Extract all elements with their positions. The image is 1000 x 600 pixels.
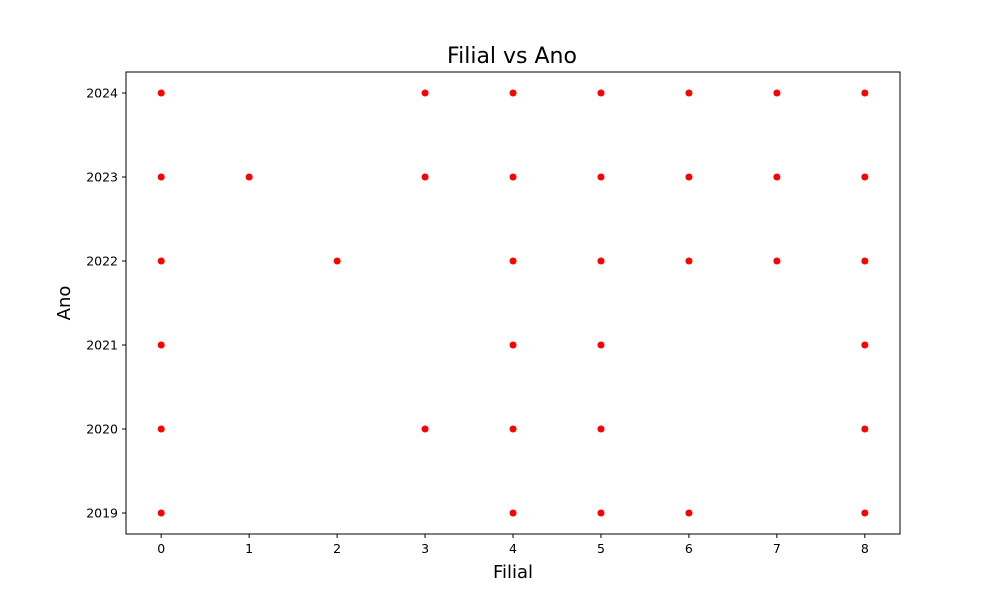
scatter-point (157, 173, 165, 181)
scatter-point (597, 341, 605, 349)
scatter-point (597, 89, 605, 97)
scatter-point (509, 89, 517, 97)
x-tick-label: 4 (509, 541, 517, 556)
x-axis-label: Filial (493, 562, 533, 583)
scatter-point (157, 341, 165, 349)
scatter-point (509, 509, 517, 517)
y-tick-label: 2020 (86, 422, 118, 437)
scatter-point (861, 425, 869, 433)
scatter-point (861, 89, 869, 97)
x-tick-label: 1 (245, 541, 253, 556)
scatter-point (421, 425, 429, 433)
y-tick-label: 2024 (86, 86, 118, 101)
scatter-point (685, 89, 693, 97)
scatter-point (157, 257, 165, 265)
x-tick-label: 2 (333, 541, 341, 556)
y-tick-label: 2019 (86, 506, 118, 521)
scatter-point (773, 89, 781, 97)
scatter-point (597, 509, 605, 517)
scatter-point (509, 173, 517, 181)
scatter-point (597, 257, 605, 265)
y-tick-label: 2023 (86, 170, 118, 185)
scatter-point (685, 173, 693, 181)
scatter-point (157, 89, 165, 97)
x-tick-label: 7 (773, 541, 781, 556)
data-points (157, 89, 869, 517)
scatter-point (245, 173, 253, 181)
scatter-point (773, 257, 781, 265)
scatter-point (861, 509, 869, 517)
scatter-point (157, 425, 165, 433)
scatter-point (157, 509, 165, 517)
y-tick-label: 2021 (86, 338, 118, 353)
chart-title: Filial vs Ano (447, 44, 577, 69)
scatter-point (773, 173, 781, 181)
scatter-point (421, 89, 429, 97)
scatter-point (861, 173, 869, 181)
x-tick-label: 0 (157, 541, 165, 556)
x-tick-label: 8 (861, 541, 869, 556)
scatter-point (861, 257, 869, 265)
scatter-point (421, 173, 429, 181)
x-tick-label: 3 (421, 541, 429, 556)
scatter-point (597, 425, 605, 433)
scatter-point (509, 257, 517, 265)
scatter-point (685, 509, 693, 517)
scatter-point (333, 257, 341, 265)
scatter-point (509, 341, 517, 349)
x-tick-label: 5 (597, 541, 605, 556)
scatter-point (509, 425, 517, 433)
scatter-point (685, 257, 693, 265)
plot-area-frame (125, 71, 901, 535)
y-tick-label: 2022 (86, 254, 118, 269)
axis-ticks: 0 1 2 3 4 5 6 7 8 2019 2020 2021 2022 2023 2024 (86, 86, 869, 557)
x-tick-label: 6 (685, 541, 693, 556)
scatter-point (597, 173, 605, 181)
scatter-point (861, 341, 869, 349)
y-axis-label: Ano (54, 286, 75, 321)
